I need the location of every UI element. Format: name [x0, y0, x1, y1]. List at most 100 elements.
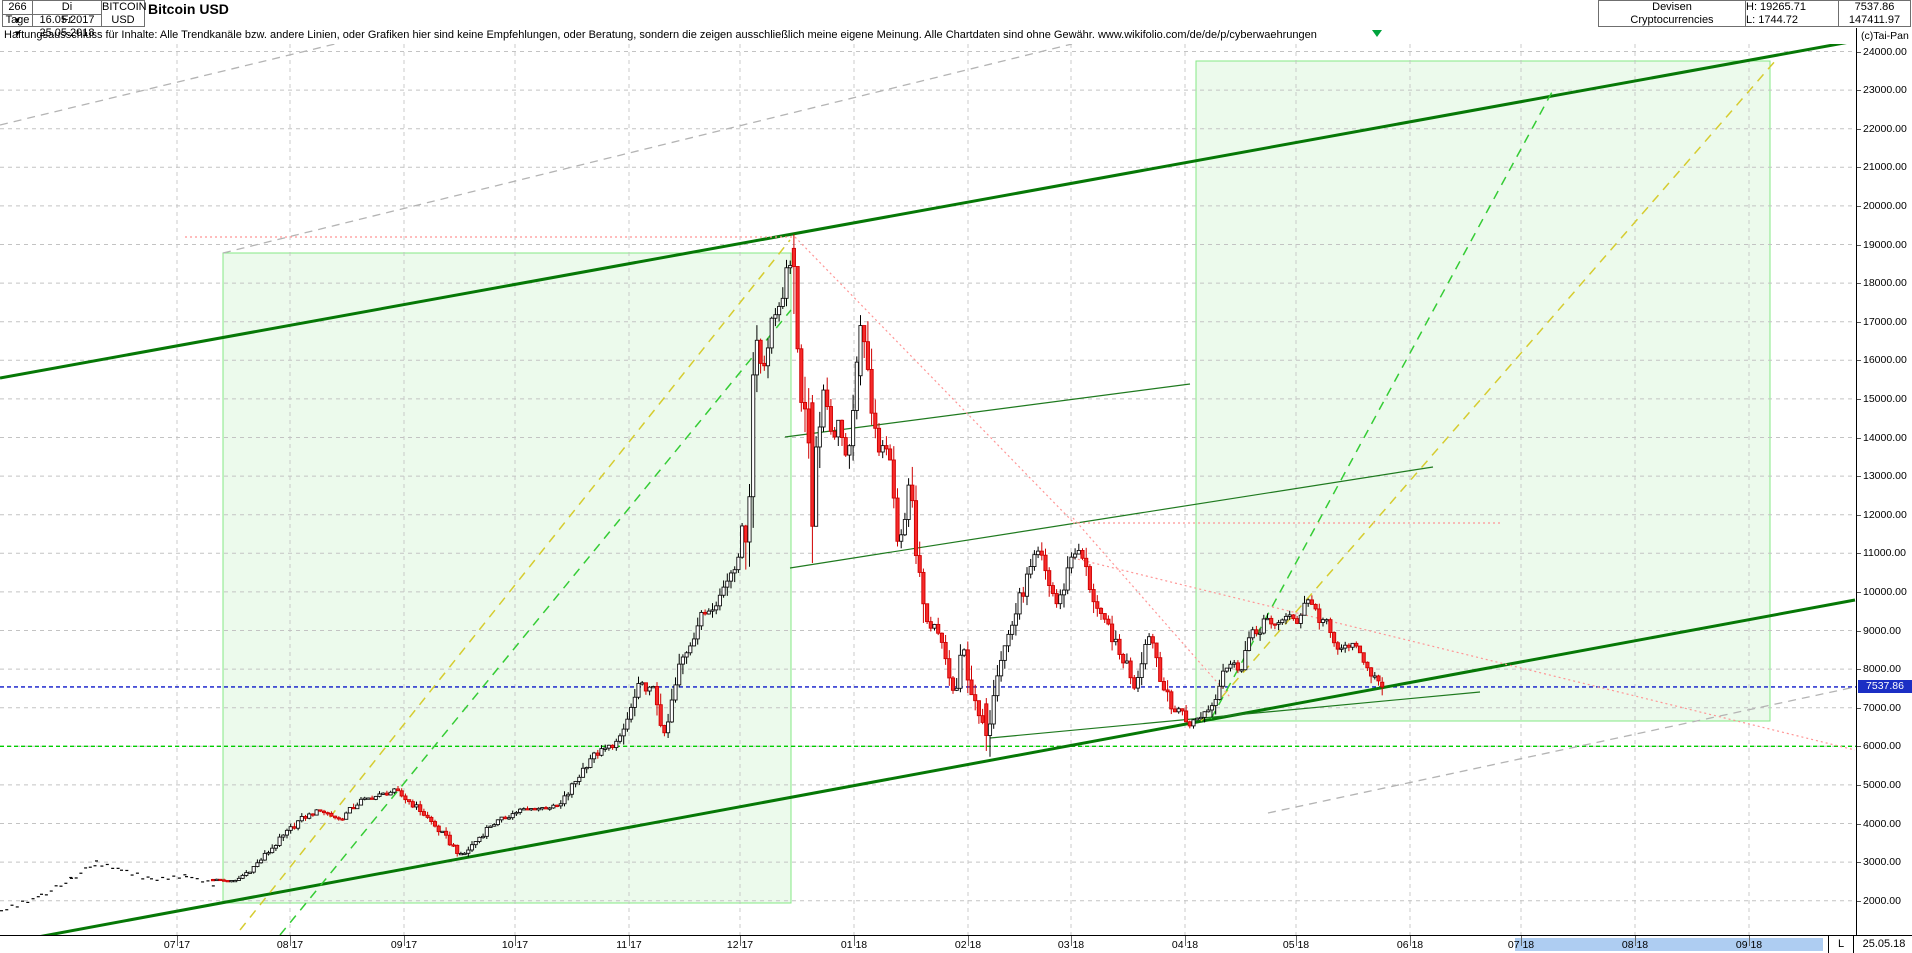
- price-axis-label: 4000.00: [1863, 817, 1901, 830]
- month-label: 08 17: [276, 939, 304, 951]
- market-category-2: Cryptocurrencies: [1630, 14, 1714, 26]
- price-axis-label: 22000.00: [1863, 122, 1907, 135]
- month-tick: [1185, 936, 1186, 946]
- market-category-box: Devisen Cryptocurrencies: [1598, 0, 1746, 27]
- month-tick: [404, 936, 405, 946]
- month-tick: [740, 936, 741, 946]
- price-axis-label: 24000.00: [1863, 45, 1907, 58]
- high-low-box: H: 19265.71 L: 1744.72: [1745, 0, 1839, 27]
- chevron-down-icon: ▼: [13, 16, 22, 25]
- month-label: 05 18: [1282, 939, 1310, 951]
- price-axis-tick: [1857, 128, 1861, 130]
- price-axis-label: 10000.00: [1863, 585, 1907, 598]
- price-axis-tick: [1857, 321, 1861, 323]
- resistance-thin-1: [784, 383, 1191, 438]
- price-axis-tick: [1857, 476, 1861, 478]
- price-axis-tick: [1857, 514, 1861, 516]
- symbol-box[interactable]: BITCOIN USD: [101, 0, 147, 27]
- red-decline-mid: [1072, 557, 1856, 751]
- price-axis-tick: [1857, 398, 1861, 400]
- month-label: 01 18: [840, 939, 868, 951]
- month-tick: [629, 936, 630, 946]
- support-thin-3: [989, 691, 1481, 739]
- period-count-dropdown[interactable]: 266 ▼ Tage ▼: [2, 0, 33, 38]
- price-axis-label: 11000.00: [1863, 547, 1907, 560]
- price-axis-tick: [1857, 553, 1861, 555]
- month-label: 12 17: [726, 939, 754, 951]
- price-axis-label: 14000.00: [1863, 431, 1907, 444]
- price-axis-tick: [1857, 746, 1861, 748]
- price-axis-label: 5000.00: [1863, 778, 1901, 791]
- price-axis-label: 13000.00: [1863, 470, 1907, 483]
- price-axis-label: 21000.00: [1863, 161, 1907, 174]
- price-axis-label: 12000.00: [1863, 508, 1907, 521]
- month-tick: [1296, 936, 1297, 946]
- price-axis-tick: [1857, 591, 1861, 593]
- chevron-down-icon: ▼: [13, 29, 22, 38]
- month-tick: [1410, 936, 1411, 946]
- month-tick: [290, 936, 291, 946]
- gray-fan-3: [1267, 686, 1856, 814]
- month-label: 04 18: [1171, 939, 1199, 951]
- price-volume-box: 7537.86 147411.97: [1838, 0, 1911, 27]
- price-axis-label: 9000.00: [1863, 624, 1901, 637]
- price-axis-label: 16000.00: [1863, 354, 1907, 367]
- copyright-label: (c)Tai-Pan: [1861, 30, 1909, 42]
- price-axis-label: 23000.00: [1863, 84, 1907, 97]
- resistance-thin-2: [789, 466, 1434, 569]
- month-tick: [1749, 936, 1750, 946]
- price-marker-badge: 7537.86: [1858, 680, 1912, 694]
- gray-fan-2: [222, 44, 1073, 254]
- trend-channel-boxes: [222, 60, 1771, 904]
- price-axis-label: 2000.00: [1863, 894, 1901, 907]
- date-range-box[interactable]: Di 16.05.2017 Fr 25.05.2018: [32, 0, 102, 39]
- price-axis-tick: [1857, 784, 1861, 786]
- price-axis-label: 20000.00: [1863, 199, 1907, 212]
- symbol-currency: USD: [111, 14, 135, 26]
- price-axis-tick: [1857, 90, 1861, 92]
- month-label: 09 17: [390, 939, 418, 951]
- price-axis-tick: [1857, 167, 1861, 169]
- price-axis-tick: [1857, 205, 1861, 207]
- green-rise-2017: [279, 309, 792, 935]
- period-type-dropdown[interactable]: Tage ▼: [5, 14, 30, 38]
- price-axis-tick: [1857, 283, 1861, 285]
- price-axis-tick: [1857, 669, 1861, 671]
- month-tick: [1635, 936, 1636, 946]
- month-tick: [515, 936, 516, 946]
- price-axis-tick: [1857, 244, 1861, 246]
- chart-title: Bitcoin USD: [148, 1, 229, 17]
- price-axis-tick: [1857, 437, 1861, 439]
- month-tick: [854, 936, 855, 946]
- month-label: 10 17: [501, 939, 529, 951]
- month-label: 11 17: [616, 939, 642, 951]
- month-label: 02 18: [954, 939, 982, 951]
- price-axis-label: 18000.00: [1863, 277, 1907, 290]
- scroll-range-highlight[interactable]: [1515, 938, 1823, 951]
- price-axis-tick: [1857, 707, 1861, 709]
- price-axis-label: 19000.00: [1863, 238, 1907, 251]
- time-axis: L 25.05.18 07 17 08 17 09 17 10 17 11 17 12 1…: [0, 935, 1912, 953]
- gridlines: [0, 44, 1856, 935]
- last-bar-label: L: [1828, 936, 1854, 953]
- symbol-name: BITCOIN: [102, 1, 147, 13]
- date-to: Fr 25.05.2018: [39, 14, 95, 39]
- date-from: Di 16.05.2017: [33, 1, 101, 26]
- month-tick: [1521, 936, 1522, 946]
- price-chart-canvas[interactable]: [0, 44, 1856, 935]
- price-axis-label: 17000.00: [1863, 315, 1907, 328]
- month-label: 07 17: [163, 939, 191, 951]
- price-axis-tick: [1857, 360, 1861, 362]
- header-last-price: 7537.86: [1854, 1, 1895, 13]
- event-marker-icon: [1372, 30, 1382, 37]
- price-axis-tick: [1857, 630, 1861, 632]
- price-axis-label: 3000.00: [1863, 856, 1901, 869]
- trendlines: [0, 44, 1856, 935]
- last-date-label: 25.05.18: [1862, 938, 1906, 950]
- early-price-dashes: [0, 860, 215, 912]
- month-label: 09 18: [1735, 939, 1763, 951]
- price-axis: (c)Tai-Pan 7537.86 24000.00 23000.00 22000…: [1856, 28, 1912, 935]
- price-axis-tick: [1857, 823, 1861, 825]
- disclaimer-text: Haftungsausschluss für Inhalte: Alle Tre…: [4, 29, 1317, 41]
- month-label: 08 18: [1621, 939, 1649, 951]
